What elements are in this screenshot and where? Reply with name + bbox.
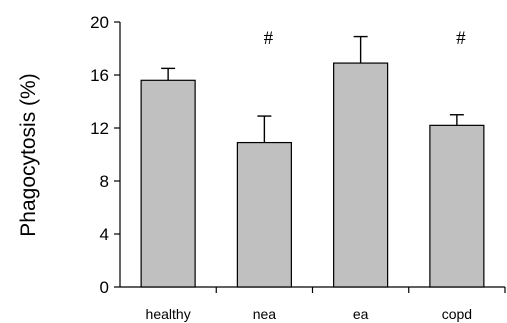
x-tick-label: nea (253, 306, 277, 322)
y-tick-label: 8 (100, 172, 109, 191)
x-tick-label: healthy (146, 306, 191, 322)
bar-nea (236, 141, 292, 288)
significance-marker: # (456, 28, 466, 49)
y-tick-label: 4 (100, 225, 109, 244)
x-tick-label: copd (442, 306, 472, 322)
plot-area: 0 4 8 12 16 20 healthy # nea ea # copd (90, 13, 506, 322)
y-tick-label: 0 (100, 278, 109, 297)
y-tick-label: 16 (90, 66, 109, 85)
bar-healthy (140, 79, 196, 288)
y-tick-label: 20 (90, 13, 109, 32)
significance-marker: # (264, 28, 274, 49)
bar-ea (333, 62, 389, 288)
bar-copd (429, 124, 485, 288)
x-tick-label: ea (353, 306, 369, 322)
y-axis-label: Phagocytosis (%) (17, 73, 40, 236)
y-tick-label: 12 (90, 119, 109, 138)
